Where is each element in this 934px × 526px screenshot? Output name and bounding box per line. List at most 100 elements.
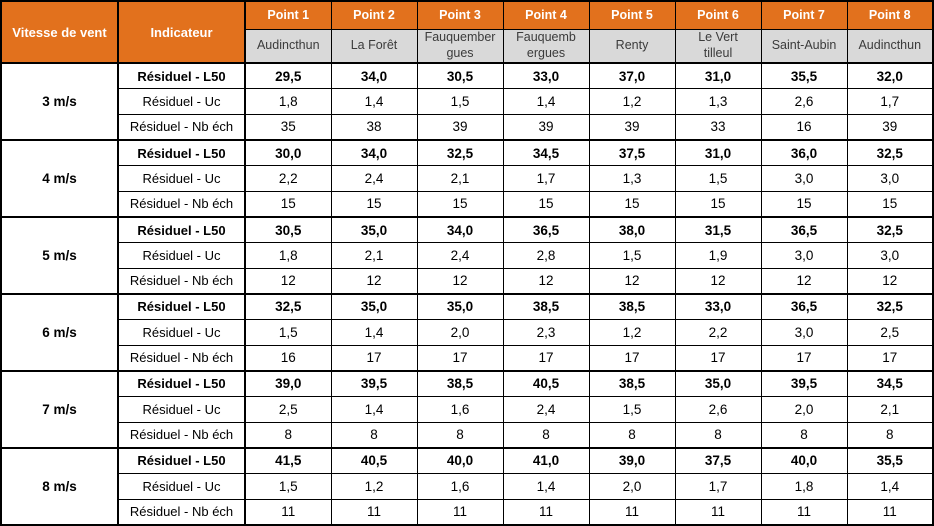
value-cell: 39	[588, 113, 676, 141]
value-cell: 8	[674, 421, 762, 449]
point-8-location: Audincthun	[846, 28, 934, 64]
value-cell: 31,5	[674, 215, 762, 244]
indicator-cell: Résiduel - L50	[117, 62, 246, 90]
indicator-cell: Résiduel - Uc	[117, 165, 246, 192]
value-cell: 1,9	[674, 242, 762, 269]
value-cell: 15	[244, 190, 332, 218]
value-cell: 11	[674, 498, 762, 526]
value-cell: 33,0	[502, 62, 590, 90]
value-cell: 16	[244, 344, 332, 372]
value-cell: 35,0	[674, 369, 762, 398]
value-cell: 38,5	[588, 369, 676, 398]
value-cell: 2,2	[244, 165, 332, 192]
indicator-cell: Résiduel - L50	[117, 446, 246, 474]
value-cell: 15	[760, 190, 848, 218]
value-cell: 17	[330, 344, 418, 372]
value-cell: 38,5	[416, 369, 504, 398]
value-cell: 39,0	[244, 369, 332, 398]
value-cell: 1,5	[416, 88, 504, 115]
indicator-cell: Résiduel - Uc	[117, 396, 246, 423]
indicator-cell: Résiduel - Nb éch	[117, 190, 246, 218]
value-cell: 39	[502, 113, 590, 141]
point-4-header: Point 4	[502, 0, 590, 30]
value-cell: 1,4	[330, 88, 418, 115]
value-cell: 15	[588, 190, 676, 218]
wind-speed-cell: 3 m/s	[0, 62, 119, 141]
table-row: Résiduel - Uc 1,8 2,1 2,4 2,8 1,5 1,9 3,0 3,0	[1, 242, 934, 269]
indicator-cell: Résiduel - L50	[117, 292, 246, 321]
value-cell: 8	[502, 421, 590, 449]
value-cell: 39,5	[330, 369, 418, 398]
value-cell: 1,2	[588, 319, 676, 346]
value-cell: 8	[244, 421, 332, 449]
value-cell: 1,8	[760, 473, 848, 500]
value-cell: 2,2	[674, 319, 762, 346]
value-cell: 2,4	[416, 242, 504, 269]
value-cell: 2,0	[588, 473, 676, 500]
value-cell: 17	[502, 344, 590, 372]
wind-speed-cell: 8 m/s	[0, 446, 119, 526]
value-cell: 11	[330, 498, 418, 526]
indicator-cell: Résiduel - Uc	[117, 319, 246, 346]
value-cell: 12	[416, 267, 504, 295]
value-cell: 36,5	[502, 215, 590, 244]
value-cell: 11	[502, 498, 590, 526]
value-cell: 1,5	[244, 319, 332, 346]
value-cell: 32,5	[846, 215, 934, 244]
value-cell: 1,4	[502, 88, 590, 115]
table-row: Résiduel - Nb éch 11 11 11 11 11 11 11 11	[1, 498, 934, 526]
table-row: Résiduel - Uc 1,8 1,4 1,5 1,4 1,2 1,3 2,6 1,7	[1, 88, 934, 115]
point-1-location: Audincthun	[244, 28, 332, 64]
value-cell: 1,4	[330, 319, 418, 346]
value-cell: 36,5	[760, 292, 848, 321]
indicator-column-header: Indicateur	[117, 0, 246, 64]
value-cell: 2,3	[502, 319, 590, 346]
value-cell: 1,3	[674, 88, 762, 115]
value-cell: 12	[330, 267, 418, 295]
value-cell: 34,0	[330, 138, 418, 167]
value-cell: 40,0	[416, 446, 504, 474]
value-cell: 33	[674, 113, 762, 141]
value-cell: 31,0	[674, 138, 762, 167]
value-cell: 11	[416, 498, 504, 526]
wind-speed-column-header: Vitesse de vent	[0, 0, 119, 64]
value-cell: 11	[588, 498, 676, 526]
table-row: 3 m/s Résiduel - L50 29,5 34,0 30,5 33,0 37,0 3…	[0, 62, 934, 141]
indicator-cell: Résiduel - Nb éch	[117, 498, 246, 526]
value-cell: 17	[674, 344, 762, 372]
value-cell: 34,0	[416, 215, 504, 244]
value-cell: 12	[760, 267, 848, 295]
value-cell: 39	[416, 113, 504, 141]
value-cell: 11	[846, 498, 934, 526]
table-row: 8 m/s Résiduel - L50 41,5 40,5 40,0 41,0 39,0 3…	[0, 446, 934, 526]
wind-speed-cell: 6 m/s	[0, 292, 119, 372]
value-cell: 29,5	[244, 62, 332, 90]
point-4-location: Fauquemb ergues	[502, 28, 590, 64]
indicator-cell: Résiduel - Uc	[117, 242, 246, 269]
table-row: Résiduel - Nb éch 35 38 39 39 39 33 16 39	[1, 113, 934, 141]
value-cell: 1,4	[502, 473, 590, 500]
value-cell: 8	[588, 421, 676, 449]
value-cell: 8	[416, 421, 504, 449]
value-cell: 15	[416, 190, 504, 218]
value-cell: 31,0	[674, 62, 762, 90]
value-cell: 36,5	[760, 215, 848, 244]
value-cell: 12	[674, 267, 762, 295]
value-cell: 30,0	[244, 138, 332, 167]
point-2-header: Point 2	[330, 0, 418, 30]
value-cell: 38,0	[588, 215, 676, 244]
indicator-cell: Résiduel - L50	[117, 215, 246, 244]
value-cell: 1,7	[502, 165, 590, 192]
value-cell: 1,5	[588, 242, 676, 269]
value-cell: 1,8	[244, 242, 332, 269]
table-row: 5 m/s Résiduel - L50 30,5 35,0 34,0 36,5 38,0 3…	[0, 215, 934, 295]
value-cell: 1,5	[244, 473, 332, 500]
value-cell: 3,0	[846, 242, 934, 269]
value-cell: 41,5	[244, 446, 332, 474]
value-cell: 15	[674, 190, 762, 218]
value-cell: 2,4	[330, 165, 418, 192]
point-3-location: Fauquember gues	[416, 28, 504, 64]
wind-speed-cell: 7 m/s	[0, 369, 119, 449]
value-cell: 2,4	[502, 396, 590, 423]
